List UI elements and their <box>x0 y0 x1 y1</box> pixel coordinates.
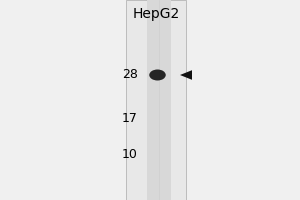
Bar <box>147 0 171 200</box>
Text: 28: 28 <box>122 68 138 82</box>
Polygon shape <box>180 70 192 80</box>
Text: 17: 17 <box>122 112 138 124</box>
Text: HepG2: HepG2 <box>132 7 180 21</box>
Bar <box>126 0 186 200</box>
Ellipse shape <box>149 70 166 80</box>
Text: 10: 10 <box>122 148 138 160</box>
